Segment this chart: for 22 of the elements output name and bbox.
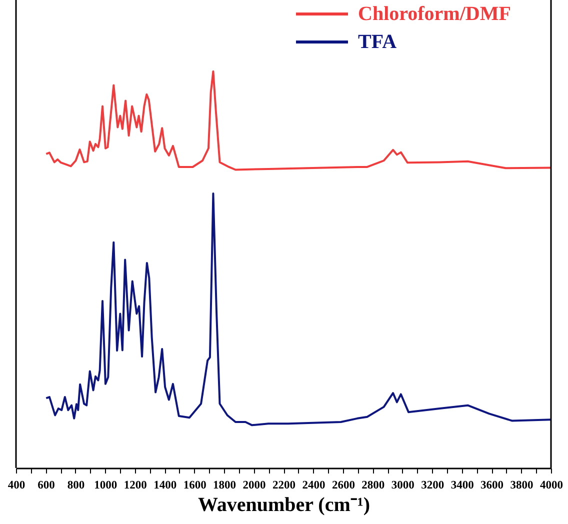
x-tick-label: 2400: [302, 480, 326, 492]
x-axis-title: Wavenumber (cm⁻¹): [198, 494, 370, 516]
x-tick-label: 2600: [332, 480, 356, 492]
x-tick-label: 1200: [124, 480, 148, 492]
x-tick-label: 1000: [94, 480, 118, 492]
x-tick-label: 1800: [213, 480, 236, 492]
x-tick-label: 400: [8, 480, 26, 492]
x-tick-label: 600: [38, 480, 56, 492]
x-tick-label: 1400: [154, 480, 177, 492]
legend-label: Chloroform/DMF: [358, 3, 511, 25]
x-tick-label: 2200: [272, 480, 296, 492]
x-tick-label: 2800: [362, 480, 385, 492]
x-tick-label: 4000: [540, 480, 564, 492]
x-tick-label: 2000: [242, 480, 266, 492]
x-tick-label: 3800: [510, 480, 534, 492]
x-tick-label: 3400: [450, 480, 474, 492]
x-tick-label: 3200: [421, 480, 444, 492]
legend-label: TFA: [358, 31, 398, 53]
x-tick-label: 3600: [480, 480, 504, 492]
x-tick-label: 1600: [183, 480, 207, 492]
x-tick-label: 3000: [391, 480, 415, 492]
x-tick-label: 800: [67, 480, 85, 492]
